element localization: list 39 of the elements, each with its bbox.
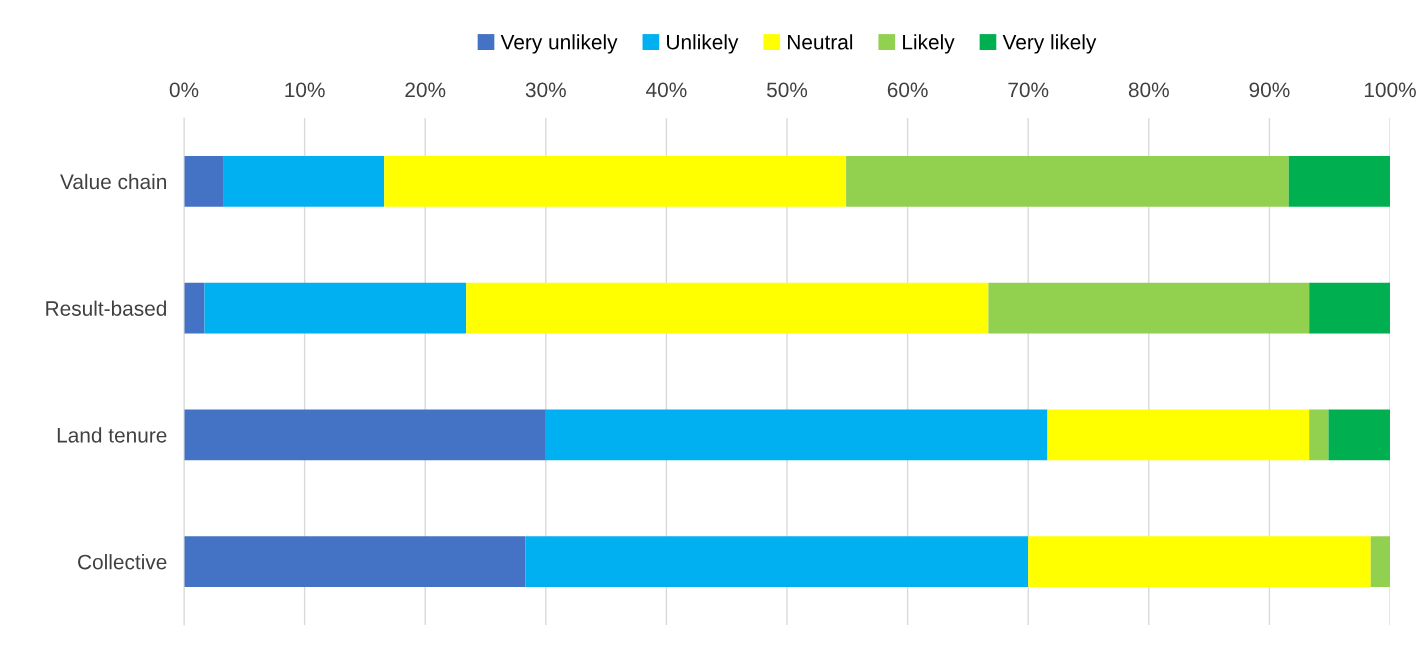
x-tick-label: 50% bbox=[766, 82, 808, 98]
y-tick-label: Collective bbox=[78, 554, 167, 570]
legend-label: Likely bbox=[903, 34, 955, 54]
bar bbox=[466, 282, 989, 334]
bar bbox=[1028, 536, 1371, 587]
bar bbox=[545, 409, 1048, 461]
legend-label: Unlikely bbox=[667, 34, 739, 54]
y-tick-label: Result-based bbox=[46, 300, 166, 316]
bar bbox=[1047, 409, 1310, 461]
y-tick-label: Value chain bbox=[60, 173, 166, 190]
bar bbox=[1328, 409, 1390, 461]
bar bbox=[204, 282, 467, 334]
x-tick-label: 80% bbox=[1128, 82, 1169, 98]
bar bbox=[525, 536, 1029, 587]
bar bbox=[223, 156, 385, 207]
x-tick-label: 40% bbox=[646, 82, 687, 98]
bar bbox=[184, 282, 205, 334]
bar bbox=[184, 409, 546, 461]
x-tick-label: 20% bbox=[405, 82, 446, 98]
x-tick-label: 90% bbox=[1249, 82, 1290, 98]
x-tick-label: 30% bbox=[525, 82, 566, 98]
y-tick-label: Land tenure bbox=[57, 427, 167, 443]
legend-label: Very likely bbox=[1002, 34, 1097, 54]
bar bbox=[1309, 282, 1390, 334]
bar bbox=[988, 282, 1310, 334]
x-tick-label: 100% bbox=[1364, 82, 1416, 98]
x-tick-label: 10% bbox=[285, 82, 325, 98]
bar bbox=[1309, 409, 1329, 461]
bar bbox=[1288, 156, 1390, 207]
bar bbox=[184, 156, 224, 207]
bar bbox=[846, 156, 1289, 207]
x-tick-label: 0% bbox=[169, 82, 199, 98]
bar bbox=[384, 156, 847, 207]
x-tick-label: 70% bbox=[1008, 82, 1049, 98]
legend-label: Neutral bbox=[788, 34, 853, 50]
bar bbox=[1370, 536, 1390, 587]
legend-label: Very unlikely bbox=[500, 34, 618, 54]
bar bbox=[184, 536, 526, 587]
x-tick-label: 60% bbox=[887, 82, 928, 98]
